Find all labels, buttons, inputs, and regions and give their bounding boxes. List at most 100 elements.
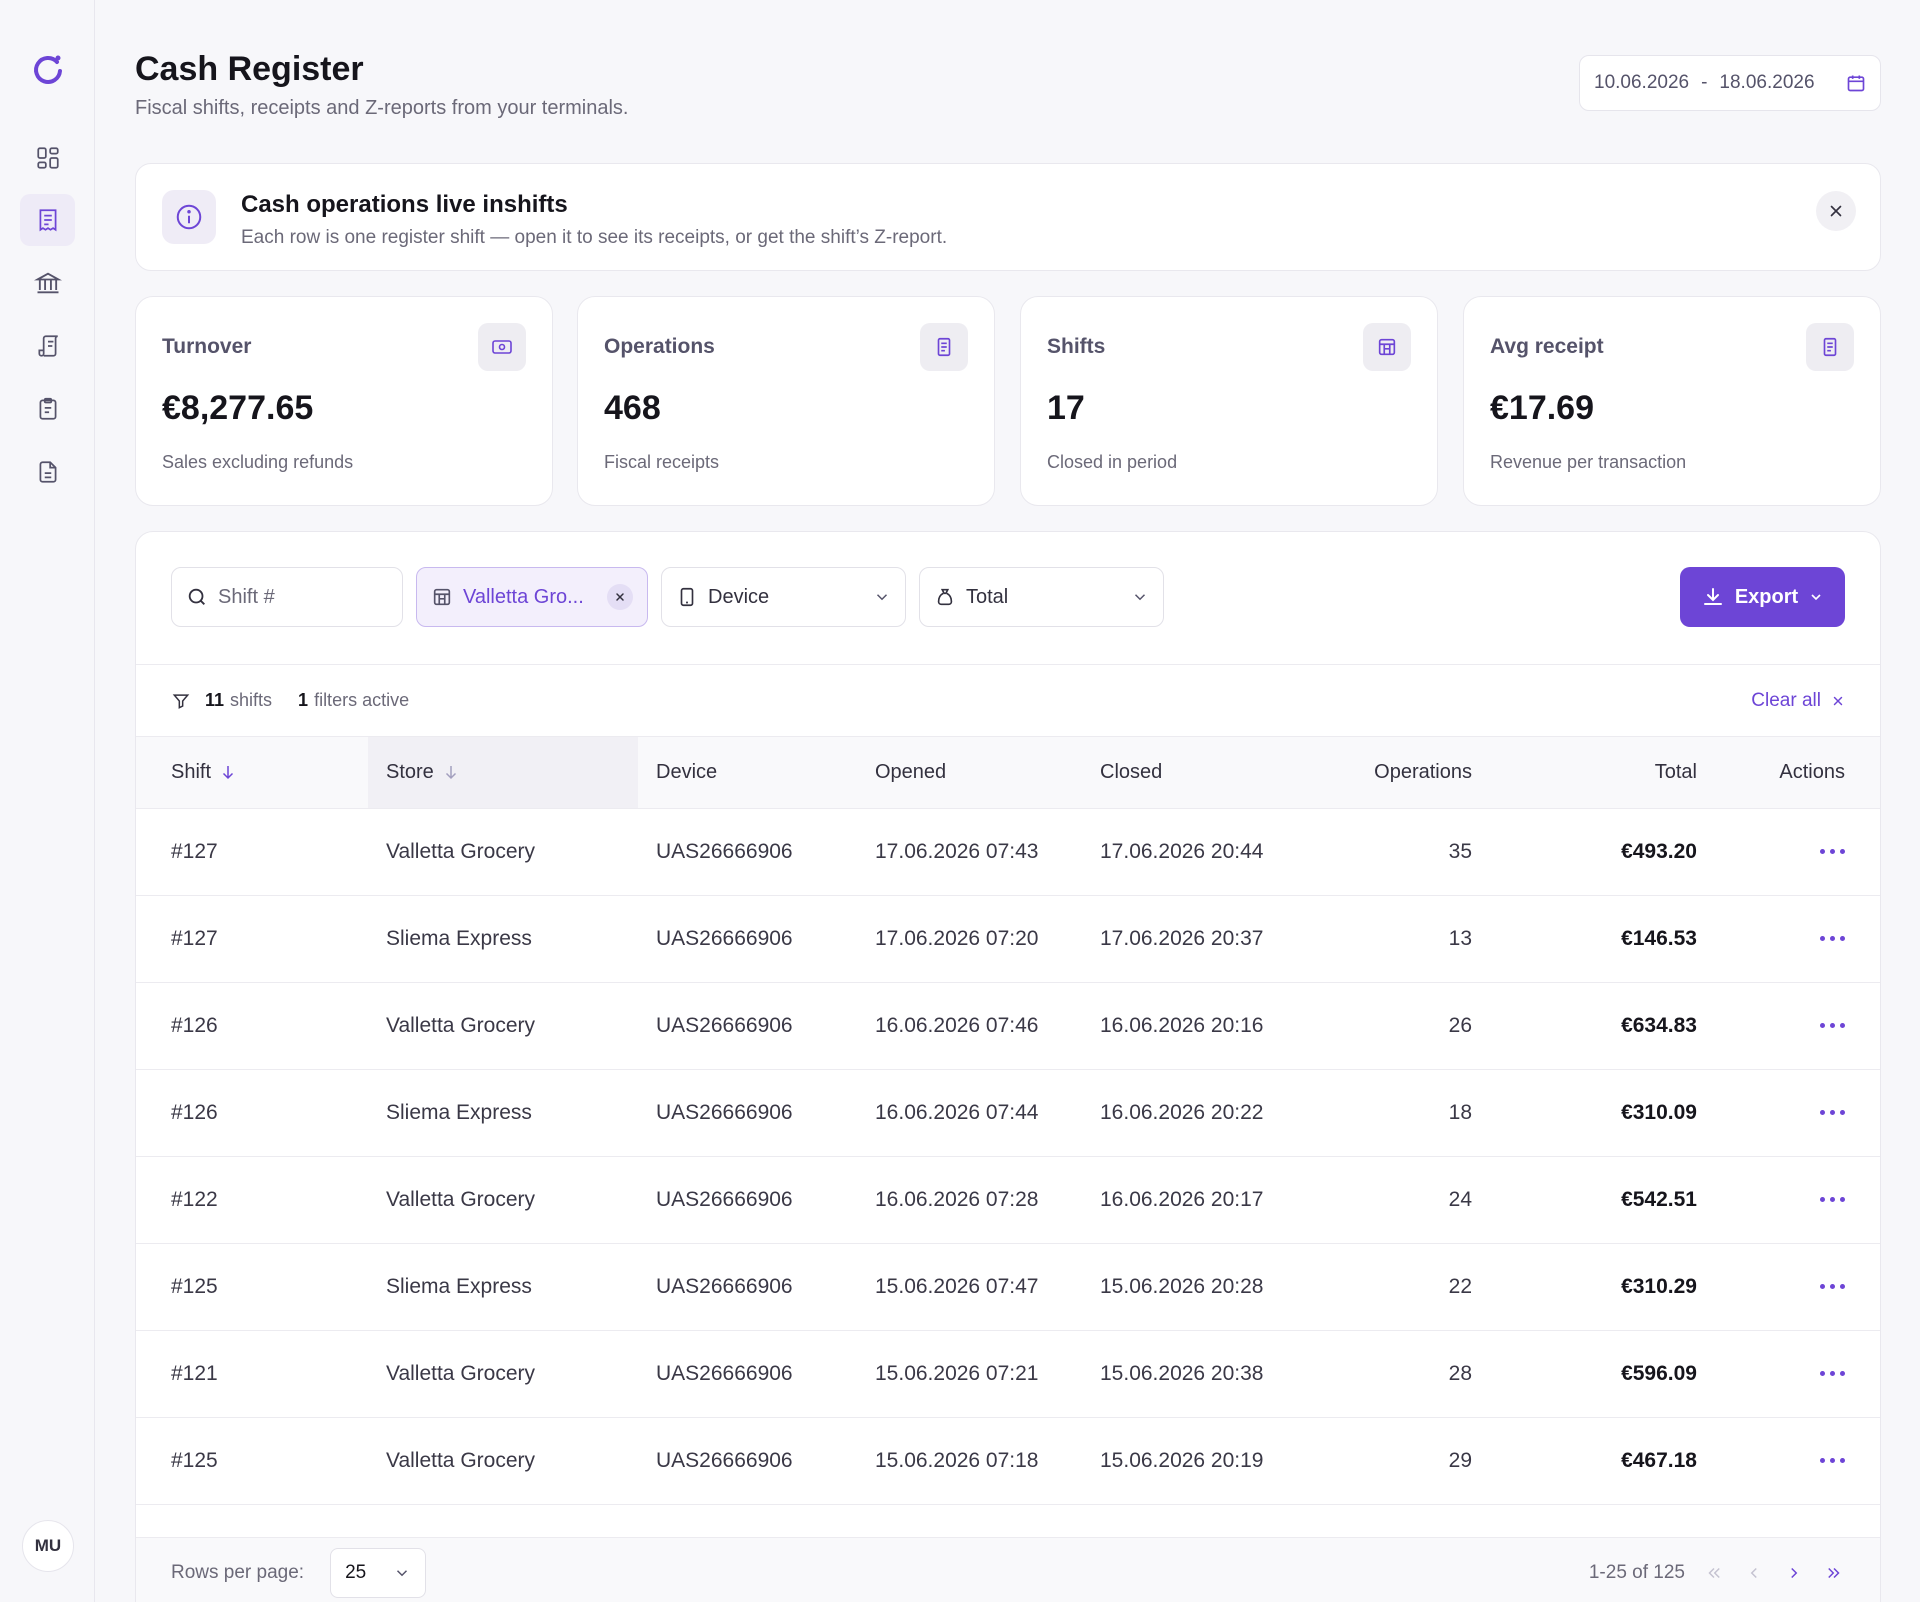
table-row[interactable]: #125 Sliema Express UAS26666906 15.06.2026 … <box>136 1243 1880 1330</box>
total-dropdown[interactable]: Total <box>919 567 1164 627</box>
export-button[interactable]: Export <box>1680 567 1845 627</box>
cell-store: Sliema Express <box>386 1274 532 1298</box>
cell-closed: 16.06.2026 20:17 <box>1100 1187 1264 1211</box>
column-header-opened[interactable]: Opened <box>875 737 1100 809</box>
close-icon[interactable] <box>1816 191 1856 231</box>
more-actions-icon[interactable] <box>1820 849 1845 855</box>
row-actions-cell <box>1697 1330 1880 1417</box>
clear-all-button[interactable]: Clear all <box>1751 690 1845 712</box>
table-row[interactable]: #127 Valletta Grocery UAS26666906 17.06.202… <box>136 808 1880 895</box>
remove-filter-icon[interactable] <box>607 584 633 610</box>
store-filter-chip[interactable]: Valletta Gro... <box>416 567 648 627</box>
cell-total: €310.29 <box>1621 1274 1697 1298</box>
kpi-value: 17 <box>1047 389 1085 427</box>
more-actions-icon[interactable] <box>1820 1458 1845 1464</box>
device-dropdown[interactable]: Device <box>661 567 906 627</box>
date-range-picker[interactable]: 10.06.2026 - 18.06.2026 <box>1579 55 1881 111</box>
cell-store: Valletta Grocery <box>386 1361 535 1385</box>
sidebar-item-dashboard[interactable] <box>20 132 75 184</box>
cell-device: UAS26666906 <box>656 1274 793 1298</box>
kpi-card-avg-receipt: Avg receipt €17.69 Revenue per transacti… <box>1463 296 1881 506</box>
cell-total: €596.09 <box>1621 1361 1697 1385</box>
receipt-icon <box>1806 323 1854 371</box>
sidebar-item-bank[interactable] <box>20 257 75 309</box>
clear-all-label: Clear all <box>1751 689 1821 711</box>
column-header-device[interactable]: Device <box>638 737 875 809</box>
more-actions-icon[interactable] <box>1820 936 1845 942</box>
date-to: 18.06.2026 <box>1719 72 1815 93</box>
kpi-title: Avg receipt <box>1490 335 1604 358</box>
cell-closed: 15.06.2026 20:38 <box>1100 1361 1264 1385</box>
receipt-icon <box>920 323 968 371</box>
last-page-icon[interactable] <box>1823 1562 1845 1584</box>
first-page-icon[interactable] <box>1703 1562 1725 1584</box>
row-actions-cell <box>1697 1243 1880 1330</box>
next-page-icon[interactable] <box>1783 1562 1805 1584</box>
column-header-shift[interactable]: Shift <box>136 737 368 809</box>
receipt-icon <box>35 207 61 233</box>
previous-page-icon[interactable] <box>1743 1562 1765 1584</box>
kpi-title: Operations <box>604 335 715 358</box>
kpi-title: Shifts <box>1047 335 1106 358</box>
cell-opened: 15.06.2026 07:47 <box>875 1274 1039 1298</box>
more-actions-icon[interactable] <box>1820 1023 1845 1029</box>
cell-store: Valletta Grocery <box>386 1187 535 1211</box>
device-label: Device <box>708 585 770 608</box>
column-header-operations[interactable]: Operations <box>1350 737 1472 809</box>
cell-device: UAS26666906 <box>656 1361 793 1385</box>
column-header-total[interactable]: Total <box>1472 737 1697 809</box>
kpi-card-operations: Operations 468 Fiscal receipts <box>577 296 995 506</box>
table-row[interactable]: #121 Valletta Grocery UAS26666906 15.06.202… <box>136 1330 1880 1417</box>
toolbar: Shift # Valletta Gro... Device Total <box>136 532 1880 665</box>
table-row[interactable]: #126 Sliema Express UAS26666906 16.06.2026 … <box>136 1069 1880 1156</box>
cell-closed: 16.06.2026 20:22 <box>1100 1100 1264 1124</box>
logo-icon[interactable] <box>30 50 66 86</box>
filter-icon <box>171 691 191 711</box>
avatar[interactable]: MU <box>22 1520 74 1572</box>
more-actions-icon[interactable] <box>1820 1110 1845 1116</box>
more-actions-icon[interactable] <box>1820 1284 1845 1290</box>
cell-closed: 17.06.2026 20:37 <box>1100 926 1264 950</box>
calendar-icon <box>1846 73 1866 93</box>
table-row[interactable]: #122 Valletta Grocery UAS26666906 16.06.202… <box>136 1156 1880 1243</box>
more-actions-icon[interactable] <box>1820 1371 1845 1377</box>
cell-shift: #125 <box>171 1274 218 1298</box>
rows-per-page-value: 25 <box>345 1561 367 1583</box>
search-input[interactable]: Shift # <box>171 567 403 627</box>
row-actions-cell <box>1697 1156 1880 1243</box>
bank-icon <box>33 269 62 297</box>
chevron-down-icon <box>1808 589 1824 605</box>
filters-summary: 11 shifts 1 filters active Clear all <box>136 665 1880 737</box>
shift-count-label: shifts <box>230 690 273 710</box>
cell-operations: 13 <box>1448 926 1472 950</box>
cell-shift: #121 <box>171 1361 218 1385</box>
sidebar-item-reports[interactable] <box>20 320 75 372</box>
page-range: 1-25 of 125 <box>1588 1561 1685 1583</box>
table-row[interactable]: #126 Valletta Grocery UAS26666906 16.06.202… <box>136 982 1880 1069</box>
cell-shift: #125 <box>171 1448 218 1472</box>
active-filter-label: filters active <box>314 690 410 710</box>
rows-per-page-select[interactable]: 25 <box>330 1547 427 1598</box>
cell-total: €493.20 <box>1621 839 1697 863</box>
cell-device: UAS26666906 <box>656 926 793 950</box>
sidebar-item-tasks[interactable] <box>20 383 75 435</box>
row-actions-cell <box>1697 1417 1880 1504</box>
sidebar-item-receipts[interactable] <box>20 194 75 246</box>
sidebar-item-documents[interactable] <box>20 446 75 498</box>
cell-total: €146.53 <box>1621 926 1697 950</box>
column-header-actions: Actions <box>1697 737 1880 809</box>
more-actions-icon[interactable] <box>1820 1197 1845 1203</box>
cell-opened: 16.06.2026 07:46 <box>875 1013 1039 1037</box>
table-row[interactable]: #125 Valletta Grocery UAS26666906 15.06.202… <box>136 1417 1880 1504</box>
search-placeholder: Shift # <box>218 585 275 608</box>
column-header-store[interactable]: Store <box>368 737 638 809</box>
close-icon <box>1831 694 1845 708</box>
cell-opened: 15.06.2026 07:18 <box>875 1448 1039 1472</box>
rows-per-page-label: Rows per page: <box>171 1561 305 1583</box>
kpi-caption: Sales excluding refunds <box>162 452 354 472</box>
row-actions-cell <box>1697 982 1880 1069</box>
table-row[interactable]: #127 Sliema Express UAS26666906 17.06.2026 … <box>136 895 1880 982</box>
chevron-down-icon <box>393 1564 411 1582</box>
cell-opened: 17.06.2026 07:20 <box>875 926 1039 950</box>
column-header-closed[interactable]: Closed <box>1100 737 1350 809</box>
